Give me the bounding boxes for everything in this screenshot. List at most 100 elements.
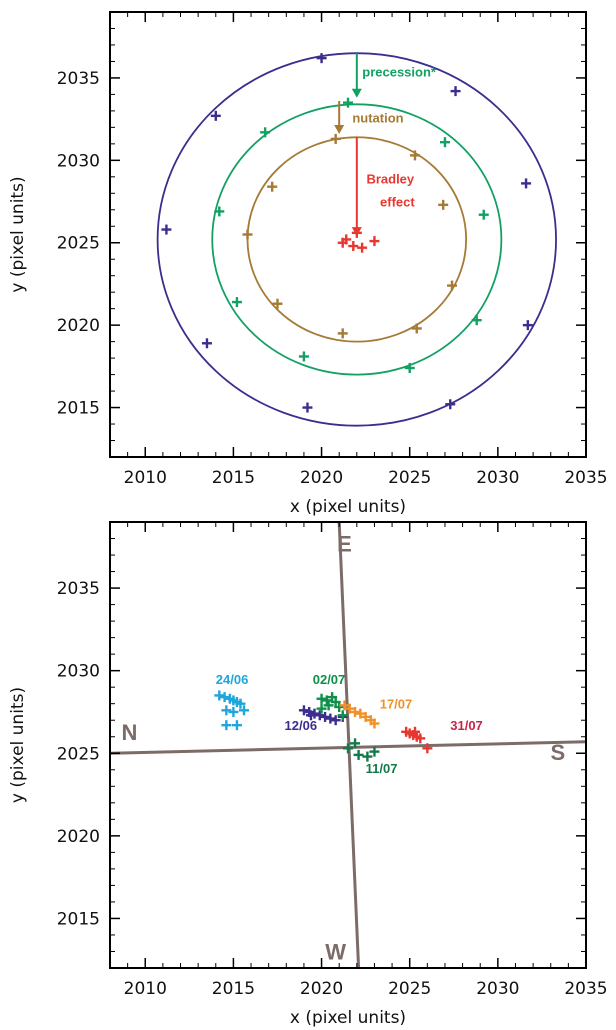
chart-panel-1: 2010 2015 2020 2025 2030 2035 2015 2020 2025 2030…: [8, 11, 608, 517]
plot-frame: [109, 521, 587, 969]
data-point: [221, 720, 232, 731]
data-point: [337, 237, 348, 248]
data-point: [231, 297, 242, 308]
data-point: [337, 328, 348, 339]
annotation-label: nutation: [352, 110, 403, 125]
arrow-head: [334, 124, 345, 134]
data-point: [369, 746, 380, 757]
data-point: [214, 206, 225, 217]
data-point: [242, 229, 253, 240]
date-label: 24/06: [216, 672, 249, 687]
data-point: [357, 242, 368, 253]
data-point: [350, 738, 361, 749]
data-point: [439, 137, 450, 148]
data-point: [219, 692, 230, 703]
data-point: [348, 241, 359, 252]
y-tick-label: 2025: [57, 234, 100, 254]
data-point: [478, 209, 489, 220]
series-3: [242, 133, 458, 339]
series-2: [214, 97, 489, 373]
data-point: [314, 710, 325, 721]
compass-label: E: [337, 532, 352, 557]
y-tick-label: 2015: [57, 909, 100, 929]
data-point: [316, 703, 327, 714]
x-tick-label: 2015: [212, 468, 255, 488]
series-3: [316, 692, 348, 721]
data-point: [343, 97, 353, 108]
y-axis-title: y (pixel units): [8, 176, 28, 292]
data-point: [238, 705, 249, 716]
x-axis-title: x (pixel units): [290, 497, 406, 517]
y-tick-label: 2035: [57, 69, 100, 89]
x-tick-label: 2035: [564, 468, 607, 488]
data-point: [445, 399, 456, 410]
annotation-label: effect: [380, 194, 415, 209]
x-tick-label: 2035: [564, 979, 607, 999]
date-label: 02/07: [313, 672, 346, 687]
y-tick-label: 2025: [57, 744, 100, 764]
date-label: 11/07: [366, 761, 398, 776]
x-tick-label: 2025: [388, 468, 431, 488]
data-point: [316, 53, 327, 64]
data-point: [321, 695, 332, 706]
data-point: [355, 708, 366, 719]
data-point: [450, 86, 461, 97]
data-point: [360, 711, 371, 722]
y-tick-label: 2015: [57, 399, 100, 419]
data-point: [522, 320, 533, 331]
series-4: [337, 227, 380, 253]
data-point: [305, 710, 316, 721]
plot-area: [156, 52, 557, 427]
data-point: [411, 323, 422, 334]
x-tick-label: 2025: [388, 979, 431, 999]
y-tick-label: 2030: [57, 151, 100, 171]
data-point: [235, 698, 246, 709]
data-point: [260, 127, 271, 138]
data-point: [231, 720, 242, 731]
date-label: 31/07: [450, 718, 483, 733]
data-point: [214, 690, 225, 701]
data-point: [272, 298, 283, 309]
y-tick-label: 2035: [57, 579, 100, 599]
data-point: [422, 743, 433, 754]
data-point: [320, 711, 331, 722]
series-6: [343, 738, 380, 762]
compass-label: S: [550, 740, 565, 765]
data-point: [330, 715, 341, 726]
y-tick-label: 2020: [57, 827, 100, 847]
data-point: [350, 706, 361, 717]
data-point: [201, 338, 212, 349]
data-point: [330, 133, 341, 144]
data-point: [353, 749, 364, 760]
orbit-circle-2: [211, 103, 503, 376]
annotation-label: Bradley: [366, 171, 414, 186]
data-point: [316, 693, 327, 704]
compass-label: W: [325, 940, 346, 965]
data-point: [161, 224, 172, 235]
data-point: [438, 199, 449, 210]
data-point: [302, 402, 313, 413]
date-label: 17/07: [380, 697, 413, 712]
plot-frame: [109, 11, 587, 458]
x-tick-label: 2010: [124, 468, 167, 488]
data-point: [362, 751, 373, 762]
data-point: [323, 700, 334, 711]
data-point: [409, 150, 420, 161]
y-tick-label: 2020: [57, 316, 100, 336]
data-point: [339, 700, 350, 711]
series-5: [401, 726, 433, 754]
data-point: [351, 227, 362, 238]
data-point: [298, 351, 309, 362]
data-point: [369, 718, 380, 729]
data-point: [521, 178, 532, 189]
x-tick-label: 2030: [476, 979, 519, 999]
x-tick-label: 2020: [300, 979, 343, 999]
data-point: [471, 315, 482, 326]
y-tick-label: 2030: [57, 662, 100, 682]
annotation-label: precession*: [362, 64, 437, 79]
x-tick-label: 2010: [124, 979, 167, 999]
data-point: [267, 181, 278, 192]
series-1: [214, 690, 249, 731]
compass-label: N: [121, 720, 137, 745]
